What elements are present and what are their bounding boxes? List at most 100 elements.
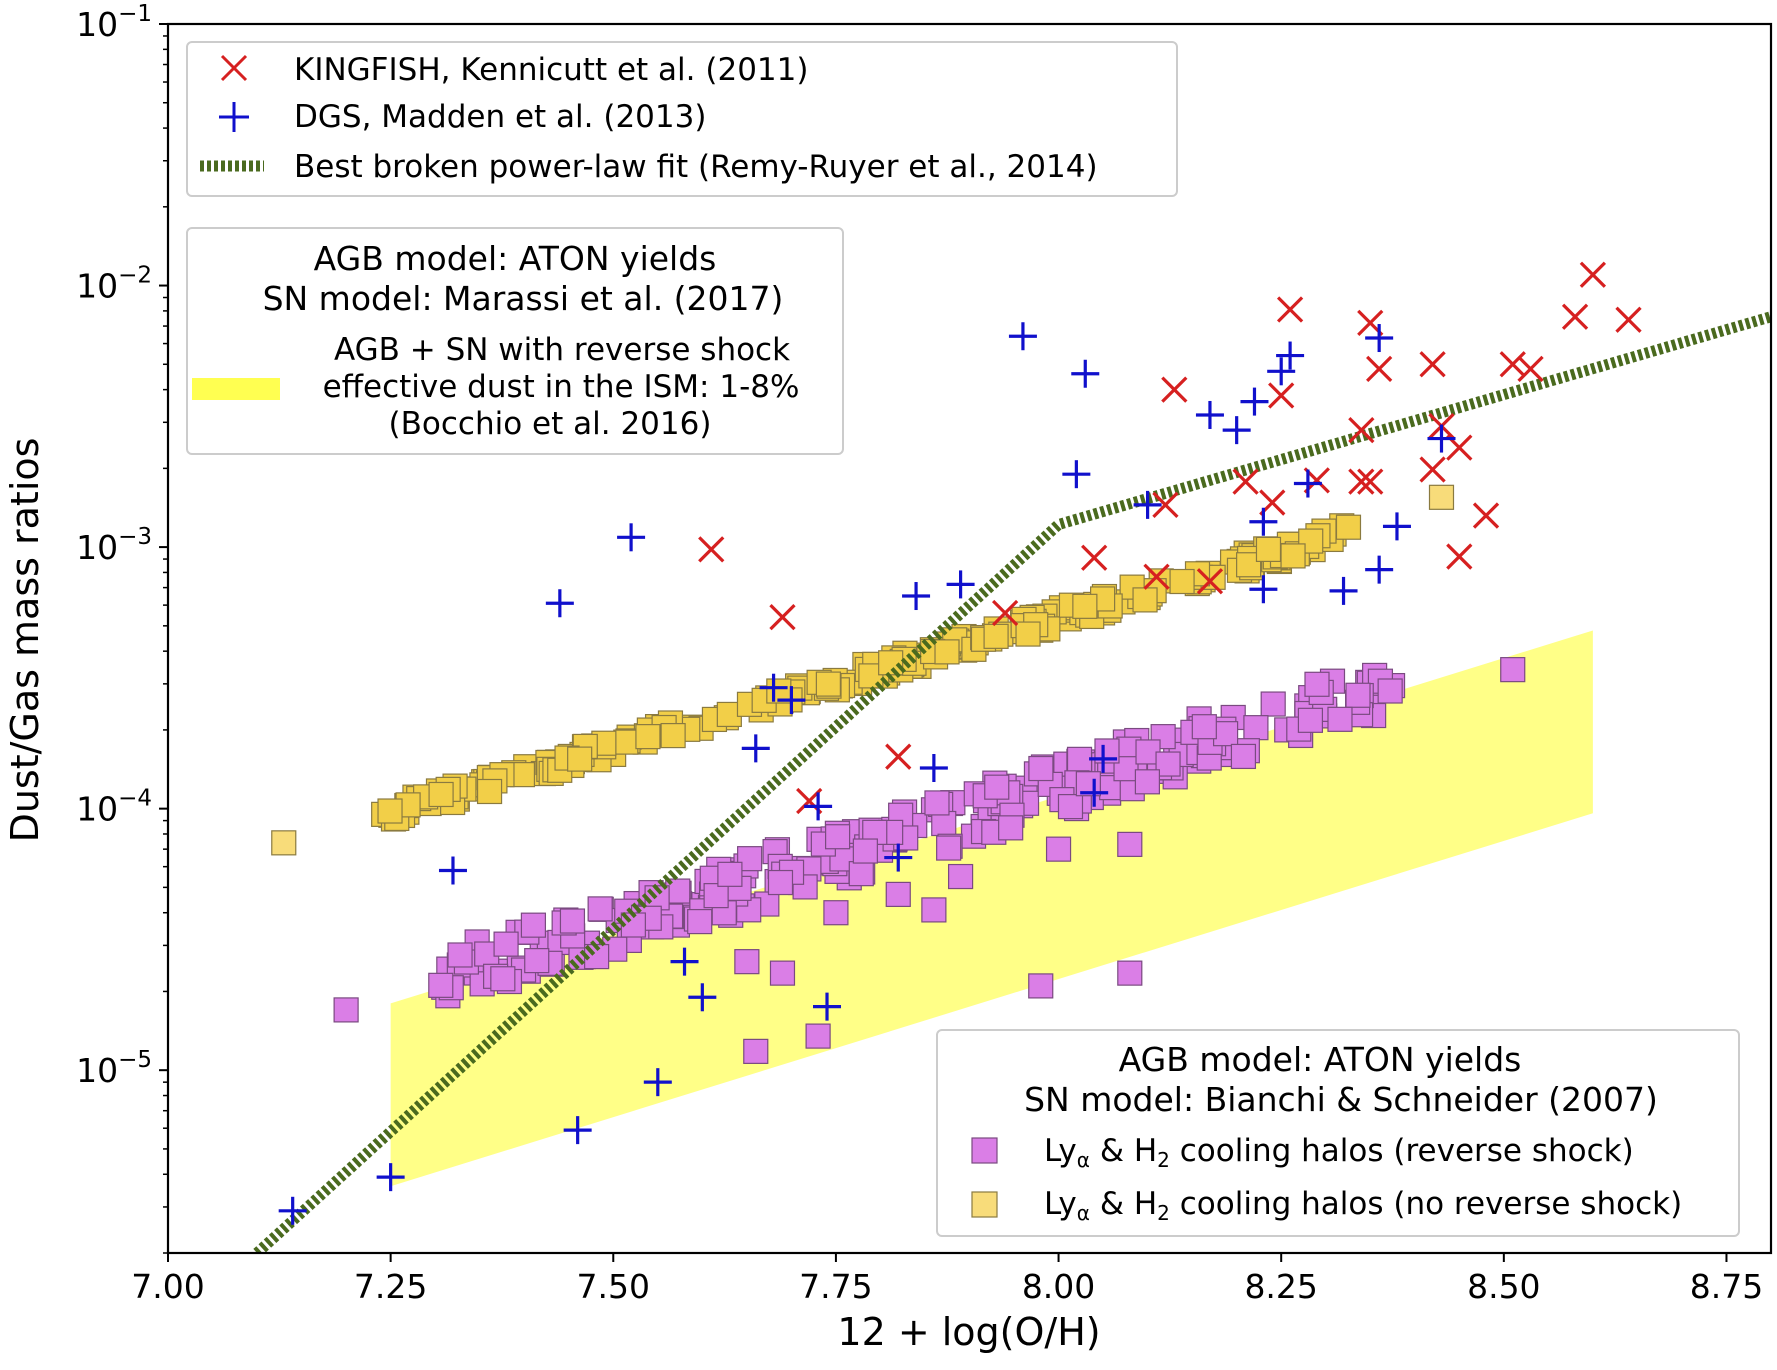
kingfish-stroke [1366,355,1393,383]
model-square [428,781,454,808]
legend-band-label-1: AGB + SN with reverse shock [334,332,790,368]
kingfish-stroke [1419,351,1446,378]
model-square [878,650,904,676]
trend-layer [371,513,1406,1009]
x-tick-label: 7.00 [131,1267,204,1306]
x-tick-label: 8.00 [1022,1267,1095,1306]
x-tick-label: 7.50 [577,1267,650,1306]
model-square [1132,587,1158,613]
kingfish-point [769,603,796,631]
kingfish-stroke [1499,351,1526,378]
dgs-point [617,523,646,552]
dgs-point [688,983,717,1012]
dgs-point [1080,778,1109,807]
model-square [852,838,878,864]
plot-frame [166,22,1773,1255]
kingfish-stroke [1517,355,1544,383]
y-axis-label: Dust/Gas mass ratios [3,438,47,843]
model-square [447,942,473,968]
kingfish-stroke [1232,468,1259,495]
model-square [1134,769,1160,795]
kingfish-stroke [1081,544,1108,571]
dgs-point [813,992,842,1021]
model-square [687,908,713,935]
model-square-outlier [885,881,911,908]
model-square [1230,743,1257,770]
model-square [1243,715,1269,741]
legend-bottom-frame [936,1029,1740,1237]
dgs-point [884,843,913,872]
dgs-point [1267,357,1296,386]
dgs-point [759,673,788,702]
dgs-point [777,686,806,715]
legend-kingfish-label: KINGFISH, Kennicutt et al. (2011) [294,52,808,88]
model-square [767,869,794,896]
model-square [1304,671,1330,697]
band-layer [390,630,1593,1187]
kingfish-stroke [1268,382,1295,409]
legend-purple-square [971,1137,998,1164]
kingfish-point [1348,468,1375,495]
kingfish-point [1276,296,1304,323]
legend-x-marker [220,54,248,82]
model-square [815,671,841,697]
model-square [635,724,661,750]
dgs-point [1195,400,1224,429]
model-square-outlier [1117,831,1143,857]
kingfish-point [1419,456,1446,483]
model-square [1169,568,1195,595]
model-square-outlier [769,960,796,986]
model-square [717,861,743,887]
fit-layer [253,311,1771,1253]
model-square [1072,593,1098,619]
kingfish-stroke [1276,296,1304,323]
fit-line [253,311,1771,1253]
kingfish-stroke [1579,261,1607,288]
kingfish-stroke [885,743,912,770]
model-square [1255,536,1282,562]
model-square [1066,746,1093,772]
kingfish-stroke [1161,376,1188,403]
kingfish-point [1357,468,1384,495]
model-square-outlier [947,863,974,890]
x-tick-label: 8.75 [1690,1267,1763,1306]
legend-mid-title-2: SN model: Marassi et al. (2017) [263,279,784,318]
kingfish-point [1579,261,1607,288]
dgs-point [438,856,467,885]
x-tick-label: 8.25 [1244,1267,1317,1306]
kingfish-point [1561,303,1589,330]
y-axis: 10−5 10−4 10−3 10−2 10−1 [76,1,168,1254]
model-square [377,798,403,824]
model-square [984,774,1010,800]
legend-dgs-label: DGS, Madden et al. (2013) [294,99,706,135]
kingfish-point [1143,563,1170,590]
shaded-band [390,630,1593,1187]
dgs-point [545,589,574,618]
model-square [1260,691,1286,717]
dgs-point [1365,324,1394,353]
model-square [1057,794,1084,820]
model-square [476,778,503,805]
x-axis: 7.00 7.25 7.50 7.75 8.00 8.25 8.50 8.75 [131,1253,1763,1306]
dgs-point [741,734,770,763]
kingfish-stroke [1561,303,1589,330]
dgs-point [376,1163,405,1192]
legend-bottom-title-1: AGB model: ATON yields [1119,1040,1522,1079]
model-square [1345,682,1371,708]
legend-top: KINGFISH, Kennicutt et al. (2011) DGS, M… [186,41,1178,197]
dgs-point [804,792,833,821]
dgs-point [1365,555,1394,584]
model-square-outlier [1428,484,1455,510]
legend-band-swatch [192,378,280,400]
kingfish-point [885,743,912,770]
legend-top-frame [186,41,1178,197]
dgs-point [1071,359,1100,388]
kingfish-stroke [1446,434,1473,461]
model-square-outlier [333,997,359,1023]
dgs-point [1249,507,1278,536]
kingfish-point [1472,502,1500,529]
kingfish-point [698,536,725,563]
model-square [924,790,950,816]
model-square [934,639,960,665]
